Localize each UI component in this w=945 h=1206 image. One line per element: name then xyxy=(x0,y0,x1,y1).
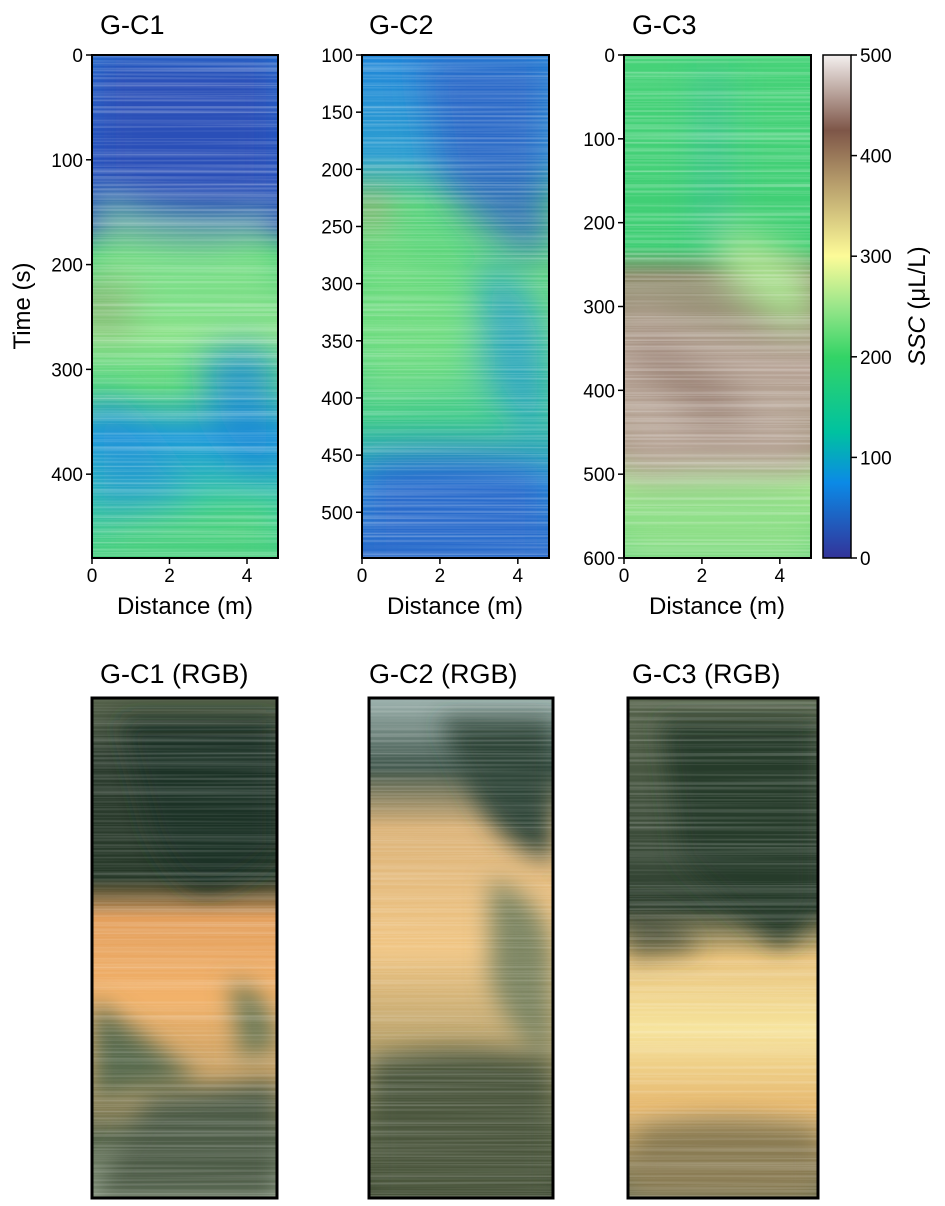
x-tick-label: 0 xyxy=(619,566,630,587)
y-tick-label: 100 xyxy=(321,46,353,67)
y-tick-label: 400 xyxy=(51,465,83,486)
x-tick-label: 4 xyxy=(513,566,524,587)
colorbar-tick-label: 500 xyxy=(860,46,892,67)
x-tick-label: 2 xyxy=(697,566,708,587)
y-tick-label: 200 xyxy=(321,160,353,181)
panel-frame xyxy=(90,696,279,1200)
title-g-c3: G-C3 xyxy=(632,10,697,40)
heatmap-g-c3 xyxy=(623,54,812,559)
axes-1: 0 100 200 300 400 0 2 4 xyxy=(51,46,252,587)
x-tick-label: 2 xyxy=(435,566,446,587)
y-tick-label: 350 xyxy=(321,332,353,353)
axes-2: 100 150 200 250 300 350 400 450 500 0 2 4 xyxy=(321,46,523,587)
heatmap-g-c1 xyxy=(91,54,279,559)
xlabel-g-c3: Distance (m) xyxy=(649,593,785,620)
x-tick-label: 4 xyxy=(242,566,253,587)
panel-frame xyxy=(626,696,820,1200)
y-tick-label: 500 xyxy=(321,503,353,524)
title-g-c1: G-C1 xyxy=(100,10,165,40)
y-tick-label: 400 xyxy=(321,389,353,410)
y-tick-label: 300 xyxy=(321,275,353,296)
x-tick-label: 0 xyxy=(87,566,98,587)
rgb-panel-2 xyxy=(367,696,555,1200)
y-tick-label: 0 xyxy=(72,46,83,67)
y-tick-label: 400 xyxy=(583,381,615,402)
title-g-c2: G-C2 xyxy=(369,10,434,40)
y-tick-label: 150 xyxy=(321,103,353,124)
ylabel-g-c1: Time (s) xyxy=(9,262,36,349)
y-tick-label: 450 xyxy=(321,446,353,467)
plot-frame xyxy=(361,54,550,559)
colorbar-tick-label: 200 xyxy=(860,348,892,369)
rgb-panel-1 xyxy=(90,696,279,1200)
rgb-title-2: G-C2 (RGB) xyxy=(369,659,518,689)
y-tick-label: 0 xyxy=(604,46,615,67)
colorbar-tick-label: 0 xyxy=(860,549,871,570)
x-tick-label: 2 xyxy=(164,566,175,587)
plot-frame xyxy=(91,54,279,559)
rgb-panel-3 xyxy=(626,696,820,1200)
colorbar-tick-label: 300 xyxy=(860,247,892,268)
y-tick-label: 200 xyxy=(583,214,615,235)
colorbar: 0 100 200 300 400 500 SSC (μL/L) xyxy=(822,46,931,570)
y-tick-label: 300 xyxy=(583,298,615,319)
y-tick-label: 100 xyxy=(51,151,83,172)
xlabel-g-c2: Distance (m) xyxy=(387,593,523,620)
rgb-title-1: G-C1 (RGB) xyxy=(100,659,249,689)
y-tick-label: 500 xyxy=(583,465,615,486)
heatmap-g-c2 xyxy=(361,54,550,559)
y-tick-label: 300 xyxy=(51,360,83,381)
y-tick-label: 200 xyxy=(51,256,83,277)
y-tick-label: 250 xyxy=(321,217,353,238)
panel-frame xyxy=(367,696,555,1200)
colorbar-tick-label: 400 xyxy=(860,147,892,168)
colorbar-label: SSC (μL/L) xyxy=(904,246,931,365)
colorbar-tick-label: 100 xyxy=(860,448,892,469)
y-tick-label: 600 xyxy=(583,549,615,570)
rgb-title-3: G-C3 (RGB) xyxy=(632,659,781,689)
xlabel-g-c1: Distance (m) xyxy=(117,593,253,620)
colorbar-gradient xyxy=(822,54,852,559)
y-tick-label: 100 xyxy=(583,130,615,151)
x-tick-label: 4 xyxy=(775,566,786,587)
x-tick-label: 0 xyxy=(357,566,368,587)
